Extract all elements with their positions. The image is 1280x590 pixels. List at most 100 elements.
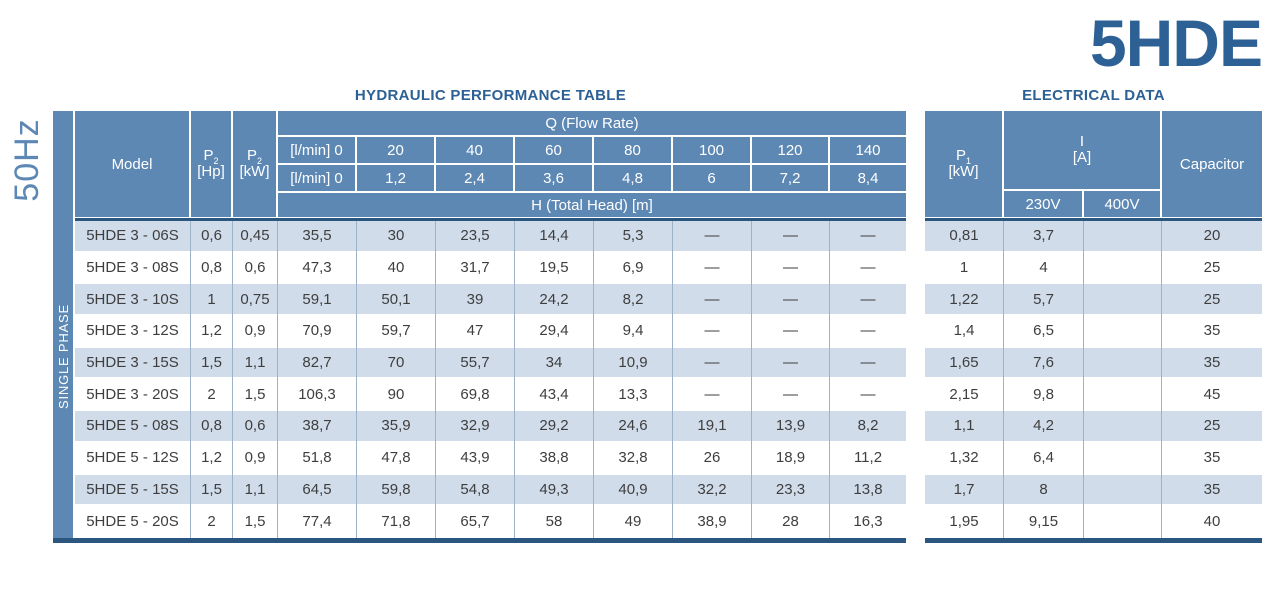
current-230v-cell: 7,6 — [1004, 347, 1083, 380]
head-value-cell: 54,8 — [436, 474, 514, 507]
head-value-cell: 8,2 — [594, 284, 672, 317]
head-value-cell: 40 — [357, 252, 435, 285]
hydraulic-bottom-rule — [53, 538, 906, 543]
header-flow-bottom-5: 6 — [673, 165, 750, 191]
p2-kw-symbol: P2 — [246, 147, 263, 166]
head-value-cell: 35,5 — [278, 221, 356, 253]
p2-hp-cell: 2 — [191, 379, 232, 412]
header-flow-bottom-3: 3,6 — [515, 165, 592, 191]
head-value-cell: — — [830, 347, 906, 380]
p2-hp-cell: 1,2 — [191, 442, 232, 475]
model-cell: 5HDE 5 - 08S — [75, 411, 190, 443]
header-flow-top-6: 120 — [752, 137, 828, 163]
current-400v-cell — [1084, 411, 1161, 443]
head-value-cell: 9,4 — [594, 316, 672, 348]
p2-kw-cell: 1,1 — [233, 474, 277, 507]
p2-kw-cell: 1,1 — [233, 347, 277, 380]
head-value-cell: 32,9 — [436, 411, 514, 443]
model-cell: 5HDE 3 - 12S — [75, 316, 190, 348]
head-value-cell: — — [830, 379, 906, 412]
p2-hp-cell: 0,6 — [191, 221, 232, 253]
head-value-cell: — — [752, 347, 829, 380]
head-value-cell: 38,8 — [515, 442, 593, 475]
head-value-cell: 50,1 — [357, 284, 435, 317]
head-value-cell: 10,9 — [594, 347, 672, 380]
electrical-header: P1 [kW] I [A] 230V 400V Capacitor — [925, 111, 1262, 217]
head-value-cell: 13,9 — [752, 411, 829, 443]
head-value-cell: 71,8 — [357, 506, 435, 538]
head-value-cell: 49,3 — [515, 474, 593, 507]
head-value-cell: 28 — [752, 506, 829, 538]
frequency-label: 50Hz — [7, 118, 46, 202]
p2-kw-cell: 1,5 — [233, 379, 277, 412]
head-value-cell: 32,8 — [594, 442, 672, 475]
current-symbol: I — [1079, 133, 1085, 150]
header-flow-bottom-2: 2,4 — [436, 165, 513, 191]
head-value-cell: 13,3 — [594, 379, 672, 412]
header-p2-kw: P2 [kW] — [233, 111, 276, 217]
header-h-total-head: H (Total Head) [m] — [278, 193, 906, 217]
p2-hp-cell: 1,5 — [191, 347, 232, 380]
p1-cell: 0,81 — [925, 221, 1003, 253]
head-value-cell: — — [673, 379, 751, 412]
current-230v-cell: 8 — [1004, 474, 1083, 507]
header-p2-hp: P2 [Hp] — [191, 111, 231, 217]
head-value-cell: — — [752, 284, 829, 317]
p2-hp-cell: 0,8 — [191, 252, 232, 285]
current-400v-cell — [1084, 316, 1161, 348]
head-value-cell: — — [752, 316, 829, 348]
header-flow-top-4: 80 — [594, 137, 671, 163]
head-value-cell: 34 — [515, 347, 593, 380]
head-value-cell: 31,7 — [436, 252, 514, 285]
current-230v-cell: 6,4 — [1004, 442, 1083, 475]
head-value-cell: 59,8 — [357, 474, 435, 507]
header-model: Model — [75, 111, 189, 217]
capacitor-cell: 40 — [1162, 506, 1262, 538]
capacitor-cell: 35 — [1162, 347, 1262, 380]
p2-hp-cell: 1,2 — [191, 316, 232, 348]
head-value-cell: 82,7 — [278, 347, 356, 380]
p1-cell: 1,32 — [925, 442, 1003, 475]
head-value-cell: 39 — [436, 284, 514, 317]
current-400v-cell — [1084, 284, 1161, 317]
header-flow-top-3: 60 — [515, 137, 592, 163]
current-400v-cell — [1084, 474, 1161, 507]
header-flow-bottom-0: [l/min] 0 — [278, 165, 355, 191]
hydraulic-table-body: 5HDE 3 - 06S 0,6 0,45 35,5 30 23,5 14,4 5,3— — —5… — [75, 221, 906, 538]
head-value-cell: — — [673, 284, 751, 317]
electrical-table-title: ELECTRICAL DATA — [1022, 87, 1165, 104]
electrical-header-rule — [925, 218, 1262, 221]
head-value-cell: 47,8 — [357, 442, 435, 475]
head-value-cell: 16,3 — [830, 506, 906, 538]
head-value-cell: — — [673, 316, 751, 348]
header-flow-top-0: [l/min] 0 — [278, 137, 355, 163]
header-flow-top-7: 140 — [830, 137, 906, 163]
capacitor-cell: 35 — [1162, 442, 1262, 475]
head-value-cell: 23,5 — [436, 221, 514, 253]
current-230v-cell: 3,7 — [1004, 221, 1083, 253]
p1-cell: 1 — [925, 252, 1003, 285]
head-value-cell: 69,8 — [436, 379, 514, 412]
head-value-cell: 38,7 — [278, 411, 356, 443]
p1-cell: 1,1 — [925, 411, 1003, 443]
head-value-cell: 32,2 — [673, 474, 751, 507]
current-400v-cell — [1084, 347, 1161, 380]
head-value-cell: 40,9 — [594, 474, 672, 507]
head-value-cell: 11,2 — [830, 442, 906, 475]
head-value-cell: 29,2 — [515, 411, 593, 443]
head-value-cell: 13,8 — [830, 474, 906, 507]
head-value-cell: 49 — [594, 506, 672, 538]
current-230v-cell: 5,7 — [1004, 284, 1083, 317]
head-value-cell: 5,3 — [594, 221, 672, 253]
current-230v-cell: 4,2 — [1004, 411, 1083, 443]
head-value-cell: 26 — [673, 442, 751, 475]
current-400v-cell — [1084, 252, 1161, 285]
head-value-cell: 64,5 — [278, 474, 356, 507]
p2-hp-cell: 1,5 — [191, 474, 232, 507]
head-value-cell: 35,9 — [357, 411, 435, 443]
p2-hp-cell: 2 — [191, 506, 232, 538]
header-current: I [A] — [1004, 111, 1160, 189]
p1-cell: 1,7 — [925, 474, 1003, 507]
capacitor-cell: 25 — [1162, 411, 1262, 443]
p1-unit: [kW] — [948, 163, 979, 180]
